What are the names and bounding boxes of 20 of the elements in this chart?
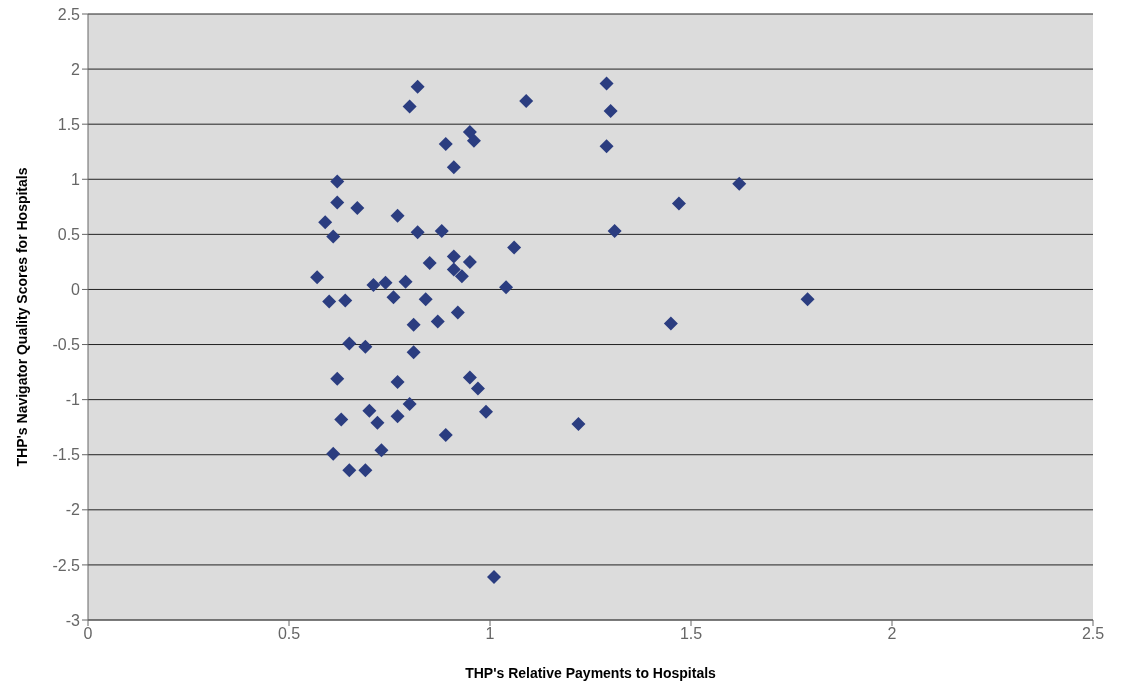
y-tick-label: -1 [65,391,81,409]
y-tick-label: 1 [71,170,81,188]
y-tick-label: -2 [65,501,81,519]
y-tick-label: -0.5 [52,336,81,354]
y-tick-label: -3 [65,611,81,629]
y-tick-label: 2.5 [57,5,81,23]
y-tick-label: -1.5 [52,446,81,464]
x-tick-label: 1 [485,625,495,643]
y-axis-title: THP's Navigator Quality Scores for Hospitals [13,167,30,467]
y-tick-label: 1.5 [57,115,81,133]
x-axis-title: THP's Relative Payments to Hospitals [465,665,717,681]
x-tick-label: 0.5 [277,625,301,643]
x-tick-label: 2.5 [1081,625,1105,643]
x-tick-label: 2 [887,625,897,643]
y-tick-label: 0.5 [57,226,81,244]
y-tick-label: 0 [71,281,81,299]
y-tick-label: 2 [71,60,81,78]
x-tick-label: 1.5 [679,625,703,643]
x-tick-label: 0 [83,625,93,643]
y-tick-label: -2.5 [52,556,81,574]
